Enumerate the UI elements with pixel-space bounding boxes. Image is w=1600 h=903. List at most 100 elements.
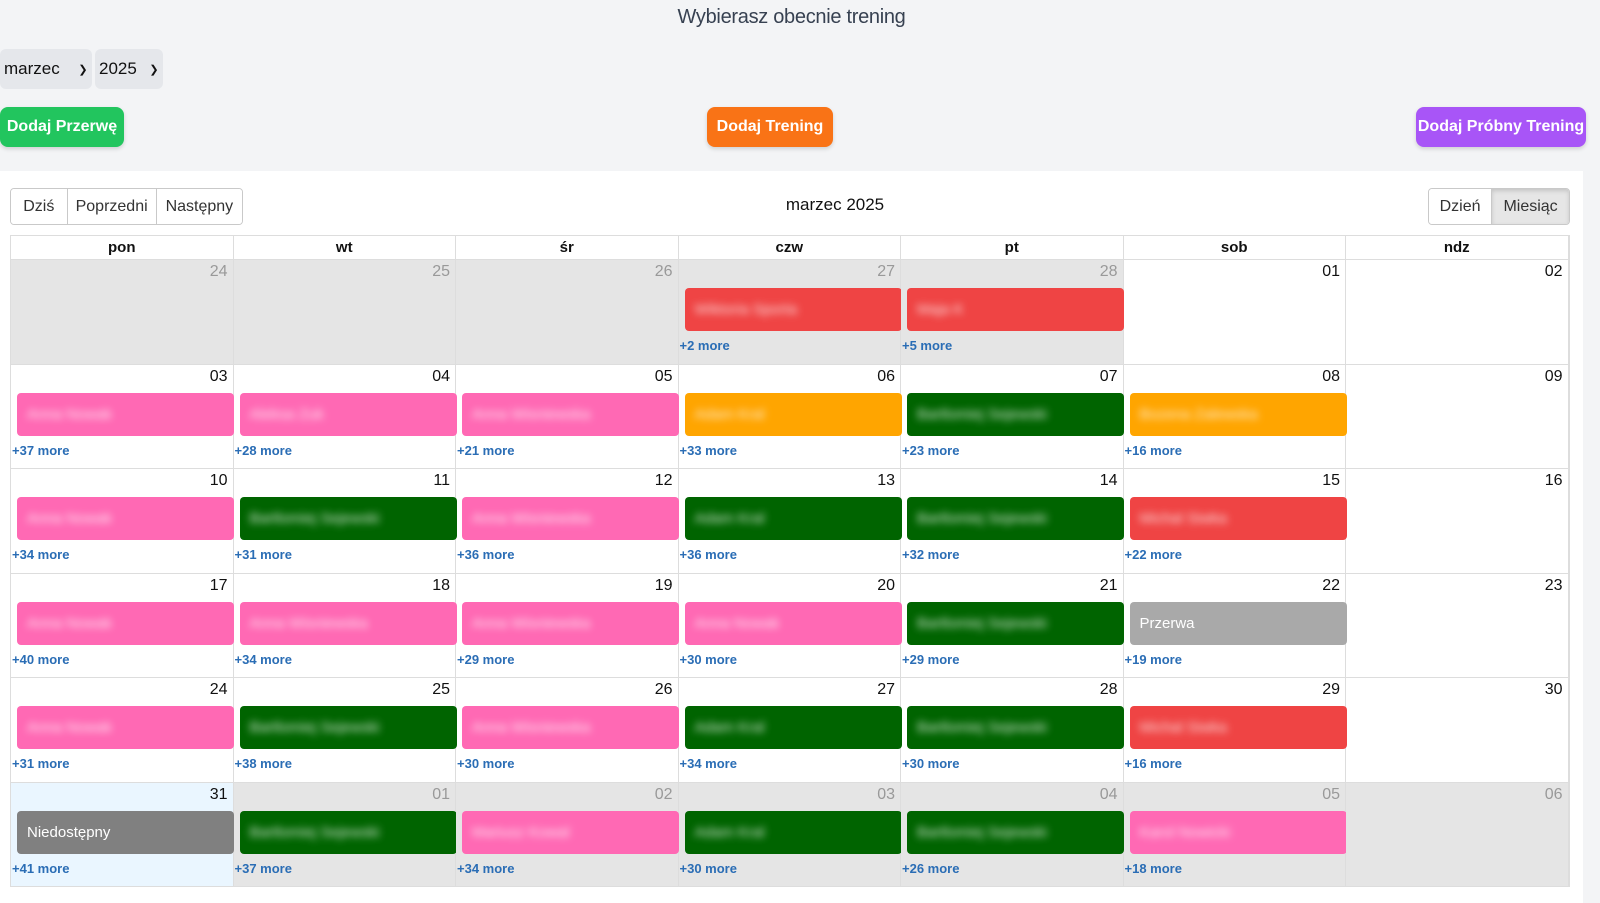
more-events-link[interactable]: +34 more xyxy=(457,860,515,876)
day-cell[interactable]: 24 xyxy=(11,260,234,365)
more-events-link[interactable]: +36 more xyxy=(679,547,737,562)
day-cell[interactable]: 06 Adam Kral +33 more xyxy=(678,364,902,469)
day-number[interactable]: 09 xyxy=(1544,367,1563,385)
calendar-event[interactable]: Mariusz Kowal xyxy=(462,810,679,854)
day-cell[interactable]: 21 Bartlomiej Sejewski +29 more xyxy=(901,573,1124,678)
more-events-link[interactable]: +19 more xyxy=(1124,651,1182,667)
day-number[interactable]: 20 xyxy=(877,576,895,594)
day-cell[interactable]: 25 xyxy=(233,260,456,365)
day-cell[interactable]: 04 Bartlomiej Sejewski +26 more xyxy=(901,782,1124,887)
day-number[interactable]: 24 xyxy=(209,263,228,280)
day-cell[interactable]: 03 Anna Nowak +37 more xyxy=(11,364,234,469)
calendar-event[interactable]: Anna Wisniewska xyxy=(462,392,679,436)
calendar-event[interactable]: Bartlomiej Sejewski xyxy=(239,497,457,540)
calendar-event[interactable]: Anna Nowak xyxy=(17,497,234,540)
day-cell[interactable]: 02 Mariusz Kowal +34 more xyxy=(456,782,679,887)
day-cell[interactable]: 28 Bartlomiej Sejewski +30 more xyxy=(901,678,1124,783)
more-events-link[interactable]: +21 more xyxy=(457,442,515,458)
day-number[interactable]: 06 xyxy=(877,367,895,385)
day-cell[interactable]: 31 Niedostępny +41 more xyxy=(11,782,234,887)
more-events-link[interactable]: +37 more xyxy=(12,442,70,458)
more-events-link[interactable]: +5 more xyxy=(902,338,953,353)
calendar-event[interactable]: Bartlomiej Sejewski xyxy=(907,601,1124,645)
more-events-link[interactable]: +30 more xyxy=(679,860,737,876)
day-number[interactable]: 06 xyxy=(1544,785,1563,803)
more-events-link[interactable]: +23 more xyxy=(902,442,960,458)
more-events-link[interactable]: +18 more xyxy=(1124,860,1182,876)
day-cell[interactable]: 01 xyxy=(1123,260,1346,365)
calendar-event[interactable]: Aleksa Zuk xyxy=(239,392,457,436)
day-cell[interactable]: 02 xyxy=(1346,260,1569,365)
calendar-event[interactable]: Anna Nowak xyxy=(17,392,234,436)
day-number[interactable]: 23 xyxy=(1544,576,1563,594)
calendar-event[interactable]: Michal Siwka xyxy=(1129,706,1347,749)
day-number[interactable]: 21 xyxy=(1099,576,1118,594)
day-cell[interactable]: 26 Anna Wisniewska +30 more xyxy=(456,678,679,783)
day-cell[interactable]: 16 xyxy=(1346,469,1569,574)
day-view-button[interactable]: Dzień xyxy=(1429,189,1493,224)
day-number[interactable]: 31 xyxy=(209,785,228,803)
more-events-link[interactable]: +26 more xyxy=(902,860,960,876)
more-events-link[interactable]: +40 more xyxy=(12,651,70,667)
calendar-event[interactable]: Bartlomiej Sejewski xyxy=(239,706,457,749)
calendar-event[interactable]: Wiktoria Sporta xyxy=(684,288,902,331)
calendar-event[interactable]: Bartlomiej Sejewski xyxy=(907,497,1124,540)
day-number[interactable]: 27 xyxy=(877,263,895,280)
day-cell[interactable]: 01 Bartlomiej Sejewski +37 more xyxy=(233,782,457,887)
month-view-button[interactable]: Miesiąc xyxy=(1492,189,1569,224)
day-number[interactable]: 02 xyxy=(1544,263,1563,280)
calendar-event[interactable]: Bartlomiej Sejewski xyxy=(907,706,1124,749)
day-number[interactable]: 12 xyxy=(654,472,673,489)
add-break-button[interactable]: Dodaj Przerwę xyxy=(0,107,124,147)
more-events-link[interactable]: +37 more xyxy=(234,860,292,876)
more-events-link[interactable]: +30 more xyxy=(457,756,515,771)
day-cell[interactable]: 04 Aleksa Zuk +28 more xyxy=(233,364,457,469)
calendar-event[interactable]: Michal Siwka xyxy=(1129,497,1347,540)
day-cell[interactable]: 10 Anna Nowak +34 more xyxy=(11,469,234,574)
calendar-event[interactable]: Maja K xyxy=(907,288,1124,331)
day-number[interactable]: 13 xyxy=(877,472,895,489)
day-cell[interactable]: 28 Maja K +5 more xyxy=(901,260,1124,365)
more-events-link[interactable]: +16 more xyxy=(1124,756,1182,771)
calendar-event[interactable]: Adam Kral xyxy=(684,392,902,436)
more-events-link[interactable]: +34 more xyxy=(12,547,70,562)
calendar-event[interactable]: Adam Kral xyxy=(684,706,902,749)
day-cell[interactable]: 18 Anna Wisniewska +34 more xyxy=(233,573,457,678)
day-cell[interactable]: 05 Anna Wisniewska +21 more xyxy=(456,364,679,469)
day-number[interactable]: 25 xyxy=(432,263,450,280)
day-number[interactable]: 28 xyxy=(1099,681,1118,698)
day-number[interactable]: 08 xyxy=(1322,367,1340,385)
day-number[interactable]: 26 xyxy=(654,681,673,698)
more-events-link[interactable]: +28 more xyxy=(234,442,292,458)
calendar-event[interactable]: Anna Wisniewska xyxy=(462,706,679,749)
day-cell[interactable]: 24 Anna Nowak +31 more xyxy=(11,678,234,783)
calendar-event[interactable]: Anna Nowak xyxy=(17,706,234,749)
day-cell[interactable]: 12 Anna Wisniewska +36 more xyxy=(456,469,679,574)
day-cell[interactable]: 26 xyxy=(456,260,679,365)
more-events-link[interactable]: +30 more xyxy=(679,651,737,667)
more-events-link[interactable]: +16 more xyxy=(1124,442,1182,458)
more-events-link[interactable]: +33 more xyxy=(679,442,737,458)
day-cell[interactable]: 11 Bartlomiej Sejewski +31 more xyxy=(233,469,457,574)
day-cell[interactable]: 23 xyxy=(1346,573,1569,678)
more-events-link[interactable]: +36 more xyxy=(457,547,515,562)
more-events-link[interactable]: +34 more xyxy=(679,756,737,771)
day-number[interactable]: 01 xyxy=(432,785,450,803)
day-number[interactable]: 02 xyxy=(654,785,673,803)
day-number[interactable]: 25 xyxy=(432,681,450,698)
day-number[interactable]: 05 xyxy=(654,367,673,385)
day-cell[interactable]: 03 Adam Kral +30 more xyxy=(678,782,902,887)
month-select[interactable]: marzec ❯ xyxy=(0,49,92,89)
day-cell[interactable]: 05 Karol Nowicki +18 more xyxy=(1123,782,1347,887)
calendar-event[interactable]: Anna Nowak xyxy=(17,601,234,645)
calendar-event[interactable]: Przerwa xyxy=(1129,601,1347,645)
calendar-event[interactable]: Anna Wisniewska xyxy=(462,497,679,540)
more-events-link[interactable]: +22 more xyxy=(1124,547,1182,562)
more-events-link[interactable]: +31 more xyxy=(234,547,292,562)
day-number[interactable]: 15 xyxy=(1322,472,1340,489)
day-cell[interactable]: 22 Przerwa +19 more xyxy=(1123,573,1347,678)
more-events-link[interactable]: +31 more xyxy=(12,756,70,771)
day-cell[interactable]: 14 Bartlomiej Sejewski +32 more xyxy=(901,469,1124,574)
more-events-link[interactable]: +30 more xyxy=(902,756,960,771)
more-events-link[interactable]: +32 more xyxy=(902,547,960,562)
